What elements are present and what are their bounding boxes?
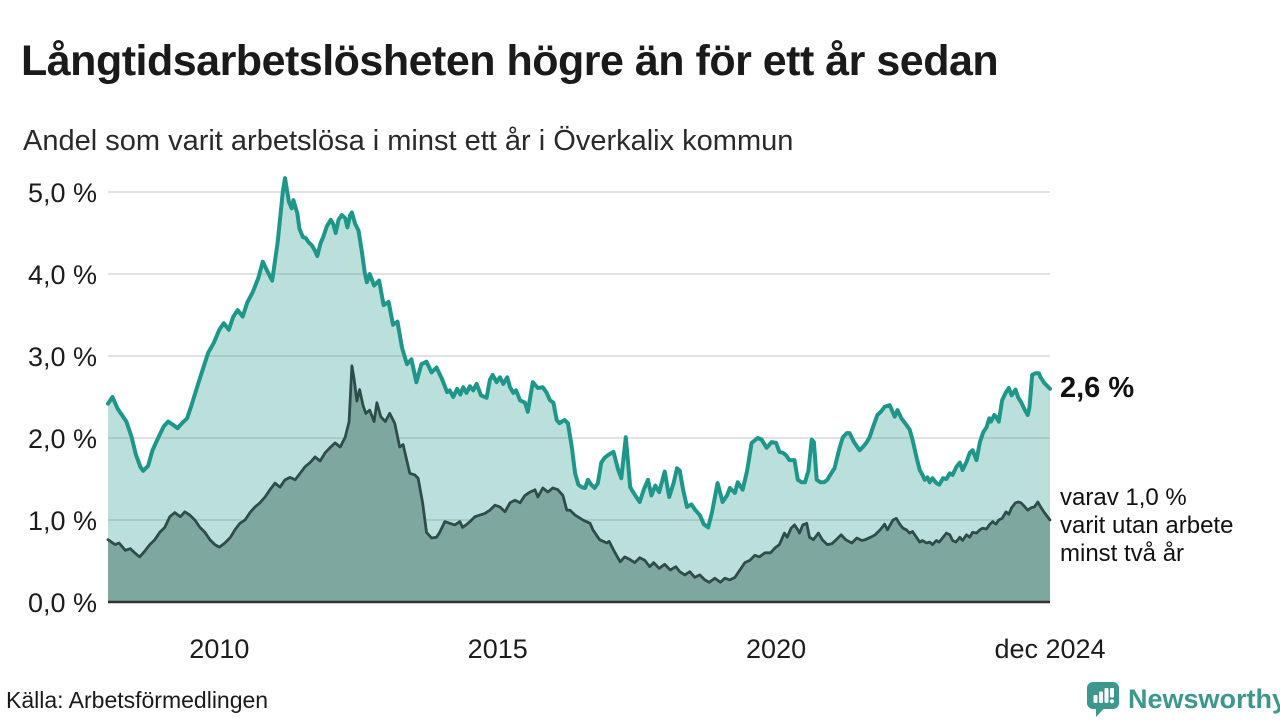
newsworthy-logo: Newsworthy xyxy=(1086,680,1280,718)
chart-subtitle: Andel som varit arbetslösa i minst ett å… xyxy=(23,125,794,157)
secondary-label-line: minst två år xyxy=(1060,540,1185,567)
source-note: Källa: Arbetsförmedlingen xyxy=(6,687,269,713)
latest-value-label: 2,6 % xyxy=(1060,372,1135,404)
brand-name: Newsworthy xyxy=(1128,683,1280,714)
series-line-0 xyxy=(106,176,1052,530)
chart-title: Långtidsarbetslösheten högre än för ett … xyxy=(21,36,999,85)
y-tick-label: 2,0 % xyxy=(28,424,97,454)
series-area-1 xyxy=(108,365,1050,602)
x-tick-label: 2020 xyxy=(746,634,806,664)
y-tick-label: 5,0 % xyxy=(28,178,97,208)
secondary-label-line: varav 1,0 % xyxy=(1060,484,1187,511)
y-tick-label: 0,0 % xyxy=(28,588,97,618)
y-tick-label: 4,0 % xyxy=(28,260,97,290)
series-line-1 xyxy=(106,364,1052,584)
newsworthy-pin-bar-chart-icon xyxy=(1087,681,1119,717)
secondary-label-line: varit utan arbete xyxy=(1060,512,1234,539)
x-tick-label: dec 2024 xyxy=(994,634,1105,664)
x-tick-label: 2010 xyxy=(189,634,249,664)
y-tick-label: 3,0 % xyxy=(28,342,97,372)
secondary-series-label: varav 1,0 % varit utan arbete minst två … xyxy=(1060,484,1280,568)
y-tick-label: 1,0 % xyxy=(28,506,97,536)
x-tick-label: 2015 xyxy=(468,634,528,664)
